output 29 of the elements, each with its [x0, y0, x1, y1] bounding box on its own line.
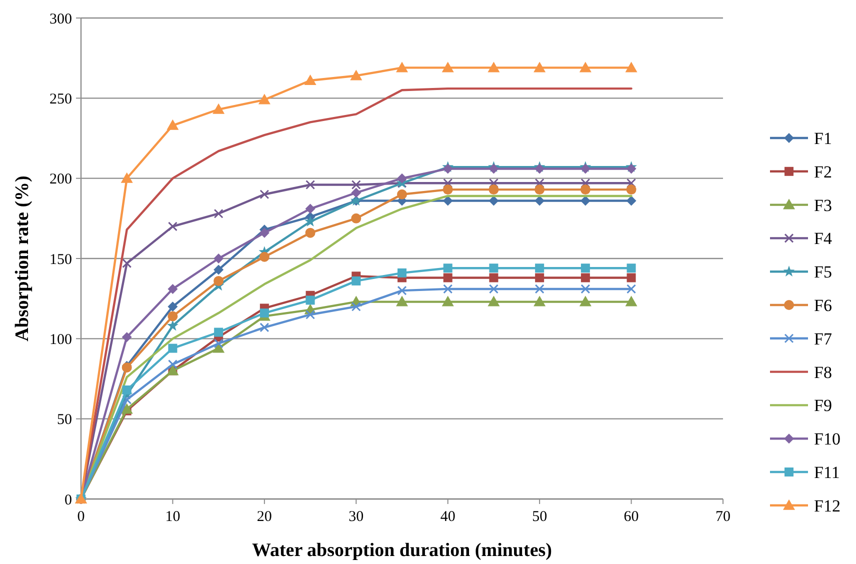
y-axis-title: Absorption rate (%) — [12, 176, 33, 342]
y-tick-label: 300 — [50, 11, 72, 28]
legend-label: F8 — [814, 362, 832, 382]
x-tick-label: 10 — [165, 509, 180, 525]
x-tick-label: 0 — [77, 509, 85, 525]
legend-label: F10 — [814, 430, 840, 449]
y-tick-label: 200 — [50, 172, 72, 188]
legend-label: F7 — [814, 329, 832, 348]
x-tick-label: 40 — [440, 509, 456, 525]
y-tick-label: 50 — [57, 412, 72, 428]
legend-label: F3 — [814, 196, 832, 215]
x-tick-label: 20 — [256, 509, 272, 525]
legend-label: F4 — [814, 229, 832, 248]
x-axis-title: Water absorption duration (minutes) — [252, 540, 552, 561]
x-tick-label: 70 — [716, 509, 730, 525]
y-tick-label: 0 — [64, 492, 72, 508]
x-tick-label: 30 — [348, 509, 364, 525]
x-tick-label: 60 — [624, 509, 639, 525]
y-tick-label: 100 — [50, 332, 72, 348]
x-tick-label: 50 — [532, 509, 548, 525]
legend-label: F5 — [814, 262, 832, 282]
legend-label: F6 — [814, 296, 832, 315]
y-tick-label: 150 — [50, 252, 72, 268]
legend-label: F9 — [814, 396, 832, 416]
legend-label: F11 — [814, 462, 840, 482]
legend-label: F12 — [814, 496, 840, 516]
y-tick-label: 250 — [50, 91, 72, 108]
legend-label: F1 — [814, 128, 832, 148]
legend-label: F2 — [814, 162, 832, 182]
